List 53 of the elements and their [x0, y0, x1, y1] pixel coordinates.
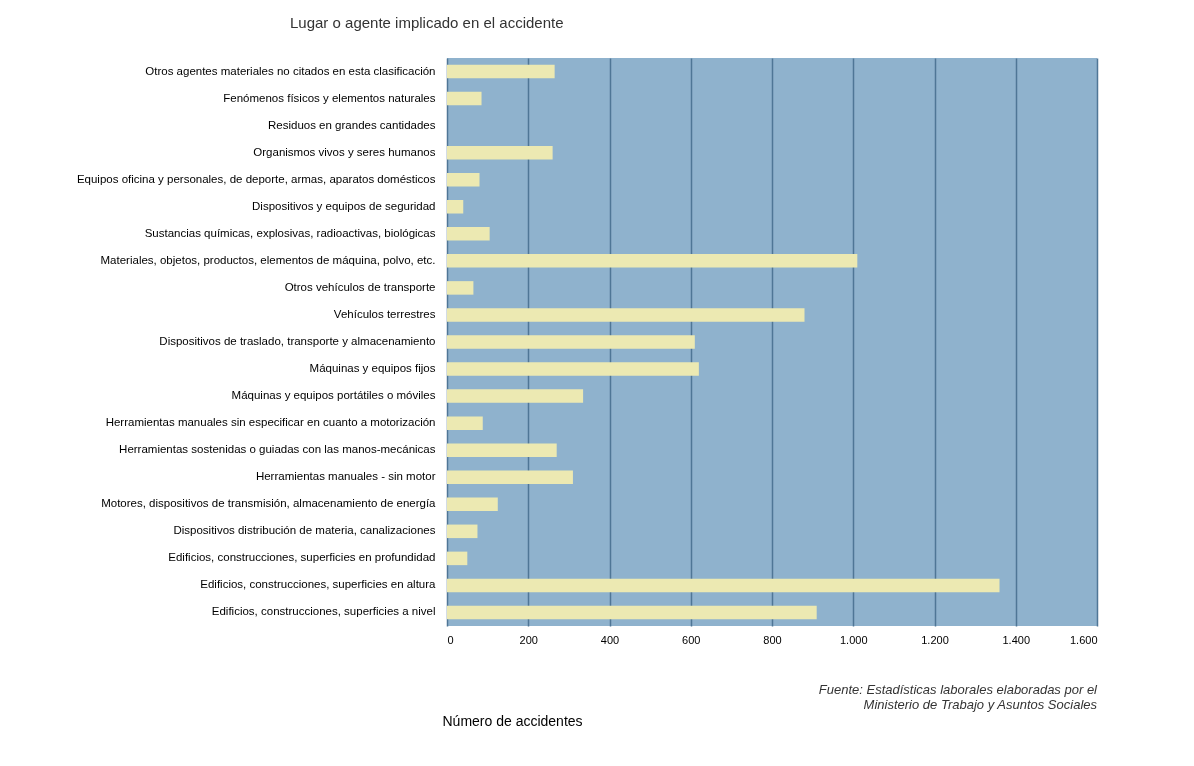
y-tick-label: Otros vehículos de transporte — [284, 280, 436, 293]
y-tick-label: Materiales, objetos, productos, elementos de máquina, polvo, etc. — [100, 253, 436, 266]
y-tick-label: Dispositivos distribución de materia, canalizaciones — [173, 524, 436, 537]
bar — [447, 551, 468, 566]
y-tick-label: Dispositivos de traslado, transporte y almacenamiento — [159, 335, 436, 347]
bar — [447, 362, 699, 376]
y-tick-label: Fenómenos físicos y elementos naturales — [223, 91, 436, 104]
bar — [447, 281, 474, 295]
bar — [447, 335, 695, 349]
y-tick-label: Herramientas manuales - sin motor — [255, 470, 436, 483]
x-tick-label: 0 — [447, 633, 454, 646]
x-tick-label: 600 — [682, 633, 701, 646]
bar — [447, 308, 805, 322]
y-tick-label: Edificios, construcciones, superficies a nivel — [211, 605, 436, 618]
x-tick-label: 200 — [519, 633, 538, 646]
bar — [447, 227, 490, 241]
bar — [447, 145, 553, 160]
bar — [447, 254, 858, 268]
bar — [447, 416, 483, 430]
x-tick-label: 1.400 — [1002, 633, 1031, 646]
bar — [447, 389, 584, 403]
x-axis-title: Número de accidentes — [442, 712, 583, 729]
y-tick-label: Dispositivos y equipos de seguridad — [252, 199, 436, 212]
bar — [447, 200, 464, 214]
chart-title: Lugar o agente implicado en el accidente — [290, 14, 564, 31]
y-tick-label: Herramientas sostenidas o guiadas con las manos-mecánicas — [119, 443, 436, 456]
y-tick-label: Máquinas y equipos portátiles o móviles — [231, 389, 436, 402]
y-tick-label: Residuos en grandes cantidades — [267, 118, 436, 131]
y-tick-label: Equipos oficina y personales, de deporte, armas, aparatos domésticos — [76, 172, 436, 185]
y-tick-label: Sustancias químicas, explosivas, radioactivas, biológicas — [144, 226, 436, 239]
bar — [447, 172, 480, 187]
bar — [447, 578, 1000, 593]
y-tick-label: Máquinas y equipos fijos — [309, 362, 436, 375]
bar — [447, 605, 817, 620]
bar — [447, 443, 557, 457]
y-tick-label: Organismos vivos y seres humanos — [253, 145, 436, 158]
bar — [447, 524, 478, 539]
y-tick-label: Herramientas manuales sin especificar en cuanto a motorización — [105, 416, 436, 429]
bar — [447, 470, 573, 484]
bar — [447, 64, 555, 79]
y-tick-label: Otros agentes materiales no citados en esta clasificación — [145, 64, 436, 77]
y-tick-label: Vehículos terrestres — [333, 307, 436, 320]
bar — [447, 91, 482, 106]
x-tick-label: 800 — [763, 633, 782, 646]
bar — [447, 497, 498, 512]
x-tick-label: 400 — [600, 633, 620, 646]
y-tick-label: Edificios, construcciones, superficies en profundidad — [168, 551, 436, 564]
y-tick-label: Edificios, construcciones, superficies en altura — [200, 578, 437, 591]
source-note: Fuente: Estadísticas laborales elaboradas por el Ministerio de Trabajo y Asuntos Sociales — [818, 682, 1099, 712]
x-tick-label: 1.000 — [839, 633, 868, 646]
x-tick-label: 1.600 — [1069, 633, 1098, 646]
x-tick-label: 1.200 — [921, 633, 949, 646]
y-tick-label: Motores, dispositivos de transmisión, almacenamiento de energía — [101, 497, 437, 510]
